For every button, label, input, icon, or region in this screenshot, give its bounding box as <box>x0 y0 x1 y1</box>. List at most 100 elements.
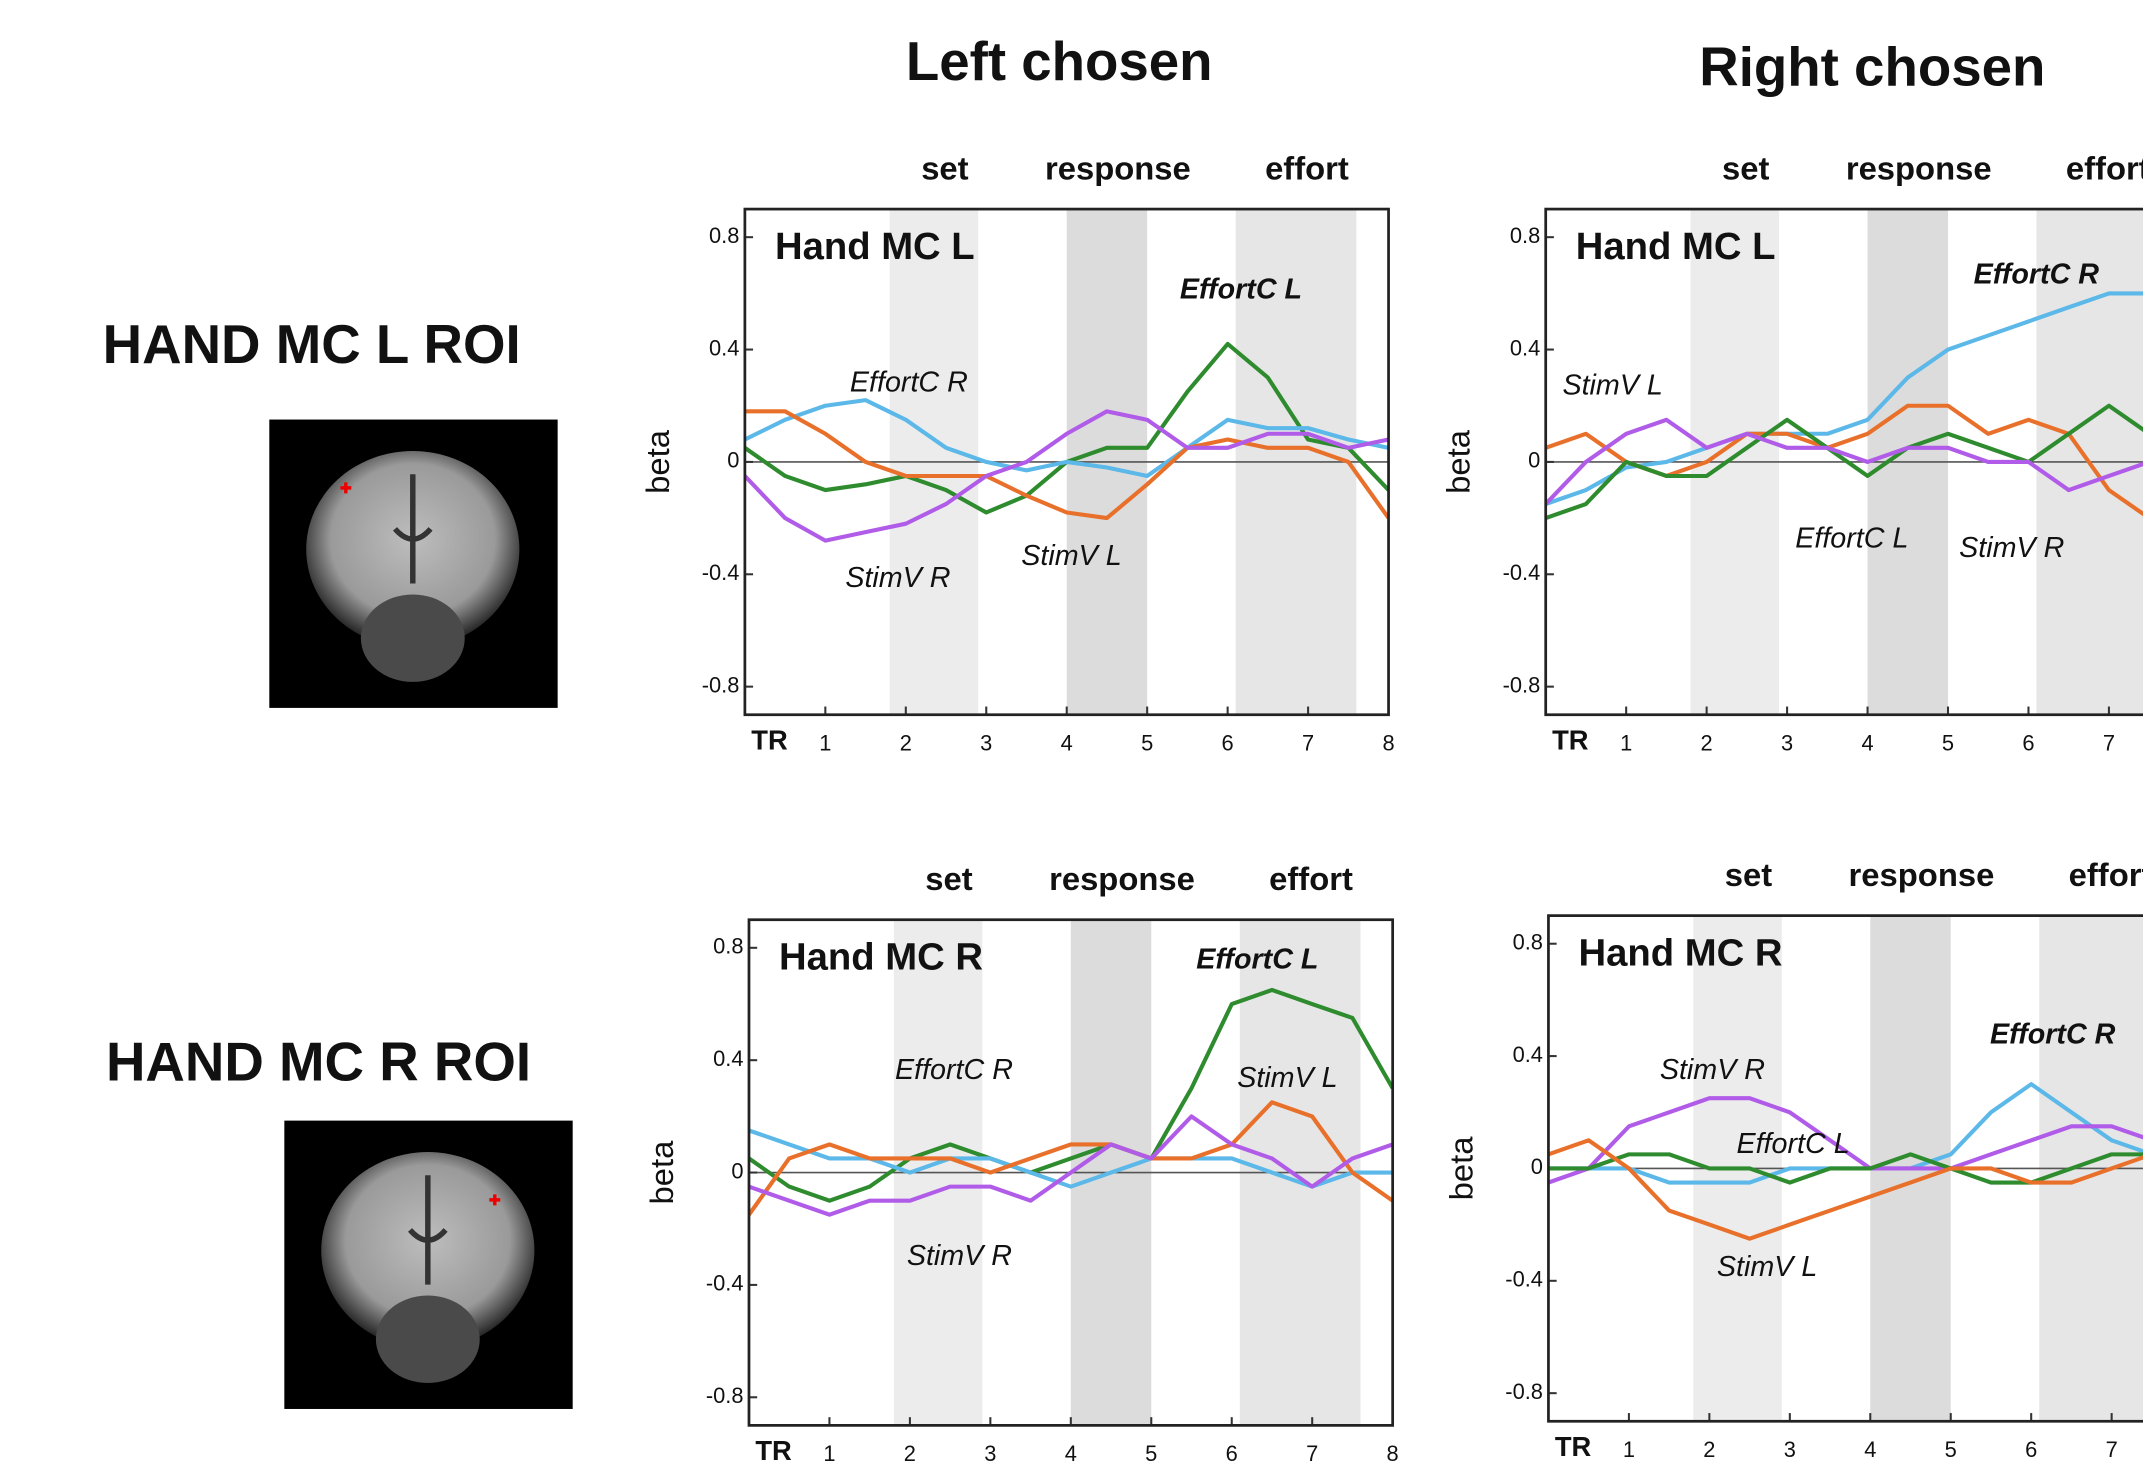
series-label: StimV L <box>1562 369 1662 401</box>
x-tick-label: 1 <box>1620 731 1632 756</box>
x-tick-label: 1 <box>819 731 831 756</box>
series-label: EffortC L <box>1795 522 1908 554</box>
panel: set response effort -0.8 -0.4 0 0.4 0.8 1 2 3 4 5 6 7 8… <box>639 149 1395 755</box>
y-tick-label: 0.4 <box>1513 1042 1543 1067</box>
series-label: EffortC L <box>1180 274 1302 306</box>
series-label: StimV L <box>1021 540 1121 572</box>
x-tick-label: 2 <box>1703 1437 1715 1462</box>
figure: Left chosen Right chosen HAND MC L ROI H… <box>0 0 2143 1465</box>
phase-label: effort <box>2066 149 2143 186</box>
y-tick-label: -0.4 <box>706 1271 744 1296</box>
y-tick-label: 0.8 <box>709 223 739 248</box>
y-tick-label: -0.4 <box>1503 560 1541 585</box>
x-tick-label: 4 <box>1864 1437 1876 1462</box>
y-tick-label: -0.4 <box>1505 1267 1543 1292</box>
y-tick-label: 0.8 <box>713 934 743 959</box>
y-tick-label: 0 <box>731 1158 743 1183</box>
x-tick-label: 7 <box>1302 731 1314 756</box>
series-label: EffortC R <box>895 1054 1013 1086</box>
x-tick-label: 7 <box>2103 731 2115 756</box>
x-tick-label: 8 <box>1387 1441 1399 1465</box>
x-tick-label: 3 <box>1784 1437 1796 1462</box>
x-tick-label: 5 <box>1945 1437 1957 1462</box>
series-label: EffortC L <box>1736 1128 1849 1160</box>
y-tick-label: -0.8 <box>1503 672 1541 697</box>
y-tick-label: 0 <box>1528 448 1540 473</box>
panel-title: Hand MC L <box>1576 225 1776 268</box>
x-tick-label: 8 <box>1382 731 1394 756</box>
x-tick-label: 5 <box>1145 1441 1157 1465</box>
x-tick-label: 7 <box>2106 1437 2118 1462</box>
x-tick-label: 6 <box>1222 731 1234 756</box>
phase-label: response <box>1849 856 1995 893</box>
phase-label: effort <box>1269 860 1353 897</box>
y-tick-label: 0.4 <box>709 335 739 360</box>
x-axis-label: TR <box>1555 1431 1592 1462</box>
series-label: StimV R <box>845 562 950 594</box>
x-tick-label: 4 <box>1061 731 1073 756</box>
series-label: EffortC R <box>850 367 968 399</box>
column-title: Left chosen <box>906 31 1213 92</box>
series-label: StimV R <box>1660 1054 1765 1086</box>
series-label: StimV R <box>907 1240 1012 1272</box>
y-tick-label: 0.8 <box>1510 223 1540 248</box>
x-tick-label: 3 <box>984 1441 996 1465</box>
phase-label: response <box>1045 149 1191 186</box>
row-label: HAND MC R ROI <box>106 1031 531 1092</box>
series-label: EffortC R <box>1974 259 2100 291</box>
y-tick-label: -0.8 <box>702 672 740 697</box>
x-tick-label: 5 <box>1942 731 1954 756</box>
x-tick-label: 4 <box>1861 731 1873 756</box>
phase-label: response <box>1049 860 1195 897</box>
x-tick-label: 1 <box>1623 1437 1635 1462</box>
brain-image <box>284 1121 572 1409</box>
phase-label: set <box>925 860 972 897</box>
series-label: EffortC R <box>1990 1018 2116 1050</box>
phase-label: set <box>921 149 968 186</box>
column-title: Right chosen <box>1699 37 2045 98</box>
phase-label: effort <box>1265 149 1349 186</box>
x-tick-label: 7 <box>1306 1441 1318 1465</box>
x-tick-label: 5 <box>1141 731 1153 756</box>
brain-image <box>269 420 557 708</box>
x-axis-label: TR <box>755 1435 792 1465</box>
phase-label: response <box>1846 149 1992 186</box>
y-tick-label: 0.4 <box>1510 335 1540 360</box>
y-tick-label: -0.8 <box>706 1383 744 1408</box>
phase-label: set <box>1722 149 1769 186</box>
series-label: EffortC L <box>1196 943 1318 975</box>
panel: setresponseeffort-0.8-0.400.40.812345678… <box>1440 149 2143 755</box>
page: {"column_titles": ["Left chosen", "Right… <box>0 0 2143 1465</box>
x-tick-label: 2 <box>904 1441 916 1465</box>
y-tick-label: 0.8 <box>1513 929 1543 954</box>
series-label: StimV L <box>1717 1251 1817 1283</box>
x-tick-label: 6 <box>2025 1437 2037 1462</box>
y-axis-label: beta <box>639 429 676 494</box>
x-tick-label: 3 <box>980 731 992 756</box>
y-tick-label: 0.4 <box>713 1046 743 1071</box>
x-tick-label: 3 <box>1781 731 1793 756</box>
y-tick-label: 0 <box>727 448 739 473</box>
x-tick-label: 2 <box>1701 731 1713 756</box>
y-tick-label: -0.8 <box>1505 1379 1543 1404</box>
y-tick-label: 0 <box>1531 1154 1543 1179</box>
x-axis-label: TR <box>1552 724 1589 755</box>
x-tick-label: 1 <box>823 1441 835 1465</box>
y-axis-label: beta <box>1442 1136 1479 1201</box>
x-tick-label: 6 <box>1226 1441 1238 1465</box>
y-axis-label: beta <box>643 1140 680 1205</box>
y-tick-label: -0.4 <box>702 560 740 585</box>
panel: setresponseeffort-0.8-0.400.40.812345678… <box>1442 856 2143 1462</box>
phase-label: set <box>1725 856 1772 893</box>
phase-label: effort <box>2069 856 2143 893</box>
x-axis-label: TR <box>751 724 788 755</box>
panel-title: Hand MC R <box>1579 931 1783 974</box>
series-label: StimV R <box>1959 532 2064 564</box>
panel-title: Hand MC L <box>775 225 975 268</box>
series-label: StimV L <box>1237 1062 1337 1094</box>
x-tick-label: 2 <box>900 731 912 756</box>
panel-title: Hand MC R <box>779 935 983 978</box>
row-label: HAND MC L ROI <box>103 314 521 375</box>
x-tick-label: 6 <box>2022 731 2034 756</box>
